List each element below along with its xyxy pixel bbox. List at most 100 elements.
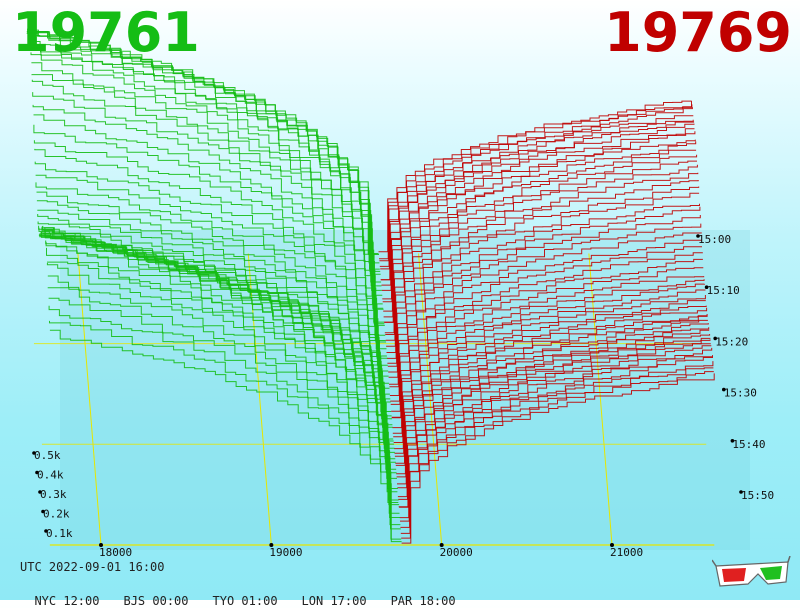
- price-tick-label: 19000: [269, 546, 302, 559]
- ask-depth-line: [379, 101, 692, 260]
- bid-depth-line: [33, 114, 386, 336]
- bid-depth-line: [36, 191, 389, 372]
- ask-depth-line: [396, 329, 710, 478]
- ask-depth-line: [381, 128, 695, 291]
- bid-depth-line: [32, 92, 385, 325]
- price-tick-label: 18000: [99, 546, 132, 559]
- utc-timestamp: UTC 2022-09-01 16:00: [20, 560, 165, 574]
- ask-depth-line: [386, 203, 700, 359]
- bid-depth-line: [49, 320, 402, 540]
- ask-depth-line: [380, 115, 694, 270]
- ask-depth-line: [401, 373, 715, 544]
- ask-depth-line: [386, 186, 700, 347]
- bid-depth-line: [34, 161, 387, 357]
- ask-depth-line: [392, 283, 705, 419]
- depth-curves: [26, 28, 715, 544]
- timezone-clock: NYC 12:00: [34, 594, 100, 608]
- bid-depth-line: [40, 230, 393, 428]
- bid-depth-line: [47, 287, 400, 518]
- ask-depth-line: [384, 164, 698, 334]
- ask-depth-line: [385, 172, 699, 335]
- ask-depth-line: [389, 239, 702, 385]
- ask-depth-line: [387, 206, 701, 364]
- ask-depth-line: [392, 289, 706, 429]
- ask-depth-line: [394, 307, 708, 450]
- time-tick-label: 15:50: [741, 489, 774, 502]
- ask-price: 19769: [604, 1, 792, 64]
- volume-tick-label: 0.5k: [34, 449, 61, 462]
- ask-depth-line: [391, 279, 705, 418]
- bid-depth-line: [35, 182, 388, 366]
- ask-depth-line: [395, 323, 709, 466]
- ask-depth-line: [385, 180, 699, 341]
- ask-depth-line: [387, 215, 701, 367]
- time-tick-label: 15:40: [732, 438, 765, 451]
- ask-depth-line: [389, 246, 702, 388]
- bid-depth-line: [46, 247, 399, 503]
- ask-depth-line: [394, 315, 708, 457]
- bid-depth-line: [30, 47, 383, 296]
- timezone-clock: PAR 18:00: [390, 594, 456, 608]
- ask-depth-line: [384, 160, 697, 323]
- time-tick-label: 15:00: [698, 233, 731, 246]
- ask-depth-line: [381, 121, 695, 281]
- chart-axes: 18000 19000 20000 21000 0.1k 0.2k 0.3k 0.4k 0.5k…: [32, 233, 774, 559]
- bid-depth-line: [26, 32, 379, 255]
- bid-depth-line: [38, 225, 391, 400]
- ask-depth-line: [388, 223, 702, 373]
- timezone-clock: LON 17:00: [301, 594, 367, 608]
- bid-depth-line: [43, 230, 396, 460]
- time-tick-label: 15:20: [715, 335, 748, 348]
- bid-depth-line: [47, 275, 400, 514]
- ask-depth-line: [389, 252, 703, 396]
- ask-depth-line: [381, 123, 695, 286]
- ask-depth-line: [388, 232, 702, 378]
- timezone-clocks: NYC 12:00 BJS 00:00 TYO 01:00 LON 17:00 PAR …: [20, 580, 480, 608]
- bid-depth-line: [35, 174, 388, 359]
- ask-depth-line: [400, 367, 714, 534]
- ask-depth-line: [398, 345, 712, 508]
- ask-depth-line: [393, 300, 706, 438]
- ask-depth-line: [401, 371, 714, 539]
- ask-depth-line: [384, 154, 698, 323]
- ask-depth-line: [382, 139, 696, 303]
- bid-depth-line: [28, 34, 382, 283]
- bid-depth-line: [49, 329, 402, 543]
- bid-depth-line: [38, 227, 391, 403]
- 3d-glasses-icon[interactable]: [712, 556, 792, 590]
- ask-depth-line: [397, 334, 711, 485]
- bid-depth-line: [27, 28, 380, 264]
- timezone-clock: BJS 00:00: [123, 594, 189, 608]
- ask-depth-line: [397, 337, 711, 498]
- time-tick-label: 15:30: [724, 387, 757, 400]
- volume-tick-label: 0.1k: [46, 527, 73, 540]
- bid-depth-line: [33, 140, 387, 343]
- ask-depth-line: [383, 149, 697, 318]
- bid-depth-line: [32, 104, 385, 326]
- ask-depth-line: [380, 119, 694, 281]
- ask-depth-line: [400, 361, 714, 528]
- bid-depth-line: [37, 221, 390, 395]
- ask-depth-line: [386, 192, 700, 353]
- price-tick-label: 21000: [610, 546, 643, 559]
- bid-depth-line: [36, 200, 389, 377]
- ask-depth-line: [395, 319, 708, 464]
- bid-depth-line: [33, 124, 386, 341]
- timezone-clock: TYO 01:00: [212, 594, 278, 608]
- ask-depth-line: [383, 141, 697, 312]
- bid-depth-line: [34, 148, 387, 350]
- bid-depth-line: [46, 263, 400, 506]
- bid-depth-line: [31, 62, 384, 309]
- ask-depth-line: [397, 339, 711, 489]
- ask-depth-line: [394, 314, 708, 454]
- bid-depth-line: [48, 305, 401, 530]
- ask-depth-line: [379, 104, 693, 262]
- bid-depth-line: [37, 214, 390, 389]
- volume-tick-label: 0.2k: [43, 508, 70, 521]
- ask-depth-line: [400, 355, 713, 522]
- bid-depth-line: [45, 240, 398, 493]
- ask-depth-line: [390, 258, 703, 402]
- ask-depth-line: [391, 276, 705, 412]
- price-tick-label: 20000: [440, 546, 473, 559]
